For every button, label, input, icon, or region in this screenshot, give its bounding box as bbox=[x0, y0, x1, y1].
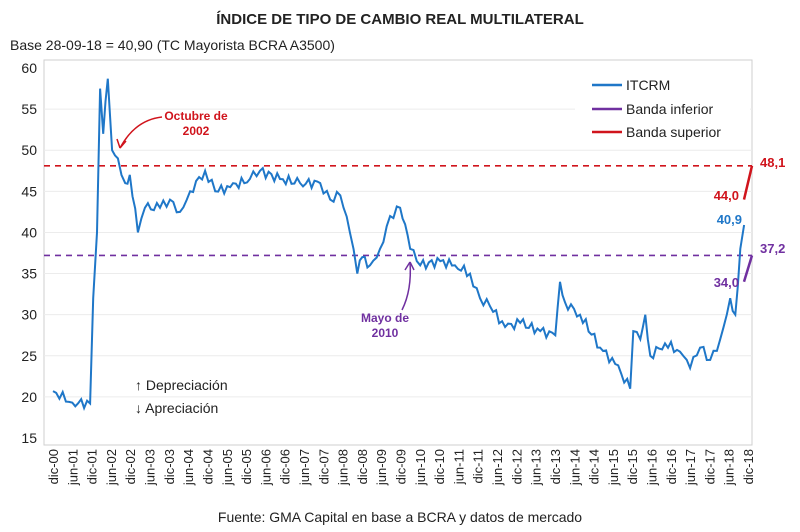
x-tick-label: jun-07 bbox=[297, 449, 312, 486]
x-tick-label: jun-04 bbox=[181, 449, 196, 486]
x-tick-label: dic-04 bbox=[200, 449, 215, 484]
annotation-mayo-line2: 2010 bbox=[372, 326, 399, 340]
y-tick-label: 35 bbox=[21, 266, 37, 282]
x-tick-label: dic-18 bbox=[741, 449, 756, 484]
annotation-mayo-2010: Mayo de 2010 bbox=[361, 261, 415, 340]
annotation-apreciacion: ↓ Apreciación bbox=[135, 400, 218, 416]
x-tick-label: jun-14 bbox=[567, 449, 582, 486]
x-tick-label: jun-13 bbox=[529, 449, 544, 486]
x-tick-label: dic-09 bbox=[394, 449, 409, 484]
y-tick-label: 45 bbox=[21, 183, 37, 199]
y-tick-label: 55 bbox=[21, 101, 37, 117]
banda-superior-segment bbox=[742, 165, 754, 200]
annotation-octubre-line2: 2002 bbox=[183, 124, 210, 138]
x-tick-label: dic-15 bbox=[625, 449, 640, 484]
x-tick-label: dic-01 bbox=[85, 449, 100, 484]
x-tick-label: dic-08 bbox=[355, 449, 370, 484]
x-tick-label: jun-03 bbox=[143, 449, 158, 486]
itcrm-line bbox=[52, 78, 746, 412]
label-inferior-end: 37,2 bbox=[760, 241, 785, 256]
x-tick-label: jun-16 bbox=[644, 449, 659, 486]
x-tick-label: dic-11 bbox=[471, 449, 486, 483]
x-tick-label: jun-09 bbox=[374, 449, 389, 486]
x-tick-label: jun-17 bbox=[683, 449, 698, 486]
y-tick-label: 15 bbox=[21, 430, 37, 446]
legend: ITCRM Banda inferior Banda superior bbox=[575, 68, 750, 146]
x-tick-label: dic-07 bbox=[316, 449, 331, 484]
annotation-octubre-arrow bbox=[119, 116, 163, 149]
x-tick-label: jun-18 bbox=[722, 449, 737, 486]
chart-source: Fuente: GMA Capital en base a BCRA y dat… bbox=[218, 509, 582, 525]
legend-label-inferior: Banda inferior bbox=[626, 101, 714, 117]
x-tick-label: jun-10 bbox=[413, 449, 428, 486]
annotation-depreciacion: ↑ Depreciación bbox=[135, 377, 228, 393]
x-tick-label: jun-11 bbox=[451, 449, 466, 485]
x-tick-label: dic-12 bbox=[509, 449, 524, 484]
legend-label-itcrm: ITCRM bbox=[626, 77, 670, 93]
y-tick-label: 60 bbox=[21, 60, 37, 76]
banda-inferior-segment bbox=[742, 255, 754, 283]
x-tick-label: dic-02 bbox=[123, 449, 138, 484]
x-tick-label: dic-06 bbox=[278, 449, 293, 484]
label-itcrm-last: 40,9 bbox=[717, 212, 742, 227]
label-inferior-start: 34,0 bbox=[714, 275, 739, 290]
arrowhead-icon bbox=[404, 261, 415, 271]
x-tick-label: dic-16 bbox=[664, 449, 679, 484]
x-tick-label: jun-01 bbox=[65, 449, 80, 486]
y-tick-label: 40 bbox=[21, 224, 37, 240]
y-tick-label: 20 bbox=[21, 389, 37, 405]
annotation-octubre-2002: Octubre de 2002 bbox=[116, 109, 228, 149]
x-tick-label: dic-05 bbox=[239, 449, 254, 484]
legend-label-superior: Banda superior bbox=[626, 124, 721, 140]
x-tick-label: jun-06 bbox=[258, 449, 273, 486]
y-tick-label: 25 bbox=[21, 348, 37, 364]
x-tick-label: jun-02 bbox=[104, 449, 119, 486]
x-tick-label: dic-13 bbox=[548, 449, 563, 484]
label-superior-start: 44,0 bbox=[714, 188, 739, 203]
x-tick-label: dic-14 bbox=[587, 449, 602, 484]
x-tick-label: jun-08 bbox=[336, 449, 351, 486]
chart-title: ÍNDICE DE TIPO DE CAMBIO REAL MULTILATER… bbox=[216, 11, 584, 28]
x-tick-label: jun-15 bbox=[606, 449, 621, 486]
x-tick-label: dic-10 bbox=[432, 449, 447, 484]
annotation-mayo-line1: Mayo de bbox=[361, 311, 409, 325]
arrowhead-icon bbox=[116, 138, 127, 149]
annotation-mayo-arrow bbox=[401, 261, 412, 311]
y-tick-label: 30 bbox=[21, 307, 37, 323]
x-tick-label: jun-12 bbox=[490, 449, 505, 486]
chart-subtitle: Base 28-09-18 = 40,90 (TC Mayorista BCRA… bbox=[10, 37, 335, 53]
x-tick-label: jun-05 bbox=[220, 449, 235, 486]
annotation-octubre-line1: Octubre de bbox=[164, 109, 228, 123]
x-tick-label: dic-00 bbox=[46, 449, 61, 484]
x-tick-label: dic-03 bbox=[162, 449, 177, 484]
label-superior-end: 48,1 bbox=[760, 155, 785, 170]
x-tick-label: dic-17 bbox=[702, 449, 717, 484]
y-tick-label: 50 bbox=[21, 142, 37, 158]
